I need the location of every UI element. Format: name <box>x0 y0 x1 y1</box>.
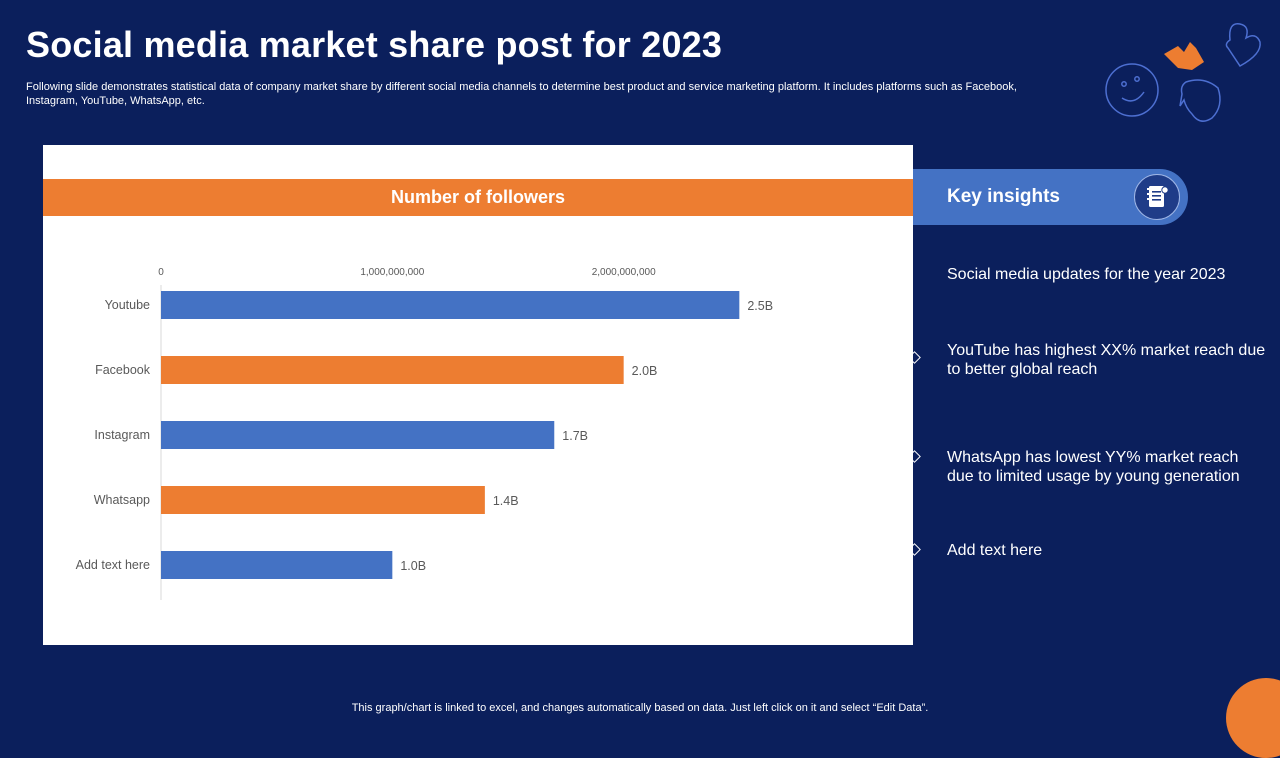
data-label: 1.0B <box>400 559 426 573</box>
key-insights-title: Key insights <box>947 186 1060 207</box>
category-label: Youtube <box>105 298 150 312</box>
footer-note: This graph/chart is linked to excel, and… <box>351 702 929 714</box>
insight-item: Add text here <box>947 542 1043 559</box>
key-insights-header: Key insights <box>913 169 1188 225</box>
page-title: Social media market share post for 2023 <box>26 24 723 65</box>
followers-bar-chart: 0 1,000,000,000 2,000,000,000 Youtube 2.5B Fa… <box>76 267 773 600</box>
x-tick-label: 1,000,000,000 <box>360 267 424 278</box>
data-label: 1.7B <box>562 429 588 443</box>
page-subtitle: Following slide demonstrates statistical… <box>26 81 1017 107</box>
category-label: Facebook <box>95 363 151 377</box>
speech-bubble-icon <box>1179 79 1221 122</box>
insight-item: WhatsApp has lowest YY% market reach due… <box>947 449 1240 485</box>
data-label: 2.0B <box>632 364 658 378</box>
heart-icon <box>1225 23 1261 67</box>
chart-title: Number of followers <box>390 187 565 207</box>
bar <box>161 421 555 449</box>
bar <box>161 486 485 514</box>
insights-heading: Social media updates for the year 2023 <box>947 266 1226 283</box>
bar <box>161 551 393 579</box>
data-label: 1.4B <box>493 494 519 508</box>
smiley-face-icon <box>1105 63 1159 117</box>
decorative-doodles <box>1105 23 1261 122</box>
bar <box>161 291 740 319</box>
x-tick-label: 2,000,000,000 <box>592 267 656 278</box>
category-label: Whatsapp <box>94 493 150 507</box>
bar <box>161 356 624 384</box>
x-tick-label: 0 <box>158 267 164 278</box>
category-label: Add text here <box>76 558 150 572</box>
corner-decoration <box>1226 678 1280 758</box>
chart-header: Number of followers <box>43 179 913 216</box>
notebook-icon <box>1134 174 1180 220</box>
thumbs-up-icon <box>1164 42 1204 70</box>
data-label: 2.5B <box>747 299 773 313</box>
category-label: Instagram <box>94 428 150 442</box>
insight-item: YouTube has highest XX% market reach due… <box>947 342 1266 378</box>
